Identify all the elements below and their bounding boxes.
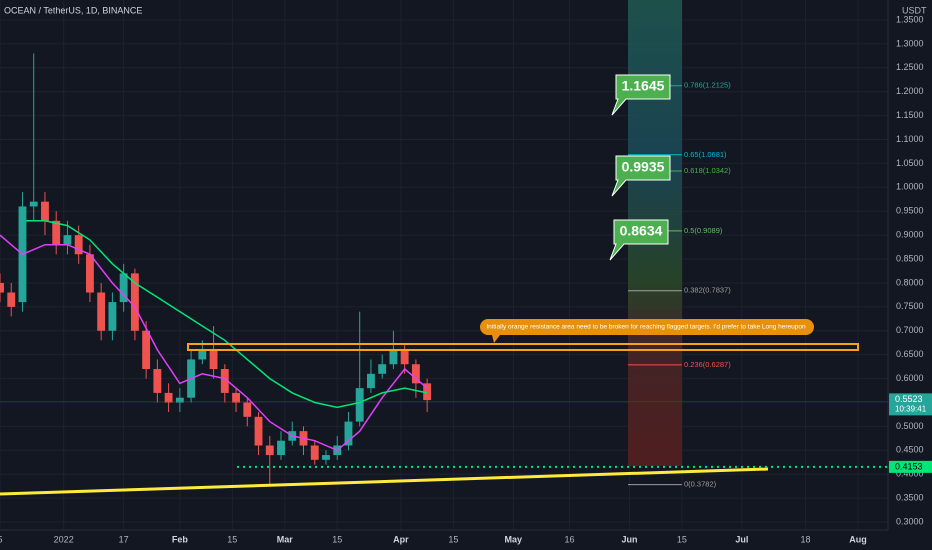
candle-body	[310, 445, 319, 460]
y-axis-label: USDT	[902, 5, 927, 15]
candle-body	[243, 402, 252, 417]
x-tick-label: 15	[227, 534, 237, 544]
x-tick-label: 5	[0, 534, 3, 544]
y-tick-label: 0.3000	[896, 516, 924, 526]
support-tag	[889, 460, 932, 473]
last-price-tag	[889, 393, 932, 416]
candle-body	[344, 421, 353, 446]
target-callout	[611, 74, 671, 116]
x-tick-label: Apr	[393, 534, 409, 544]
candle-body	[97, 292, 106, 331]
y-tick-label: 0.8000	[896, 277, 924, 287]
y-tick-label: 0.4000	[896, 469, 924, 479]
moving-average	[26, 220, 428, 409]
y-tick-label: 1.0000	[896, 182, 924, 192]
fib-label: 0(0.3782)	[684, 480, 717, 489]
y-tick-label: 1.1000	[896, 134, 924, 144]
fib-label: 0.5(0.9089)	[684, 226, 723, 235]
x-tick-label: 2022	[54, 534, 74, 544]
candle-body	[130, 273, 139, 331]
note-callout	[480, 319, 814, 343]
x-tick-label: 16	[565, 534, 575, 544]
x-tick-label: Feb	[172, 534, 189, 544]
y-tick-label: 1.3000	[896, 38, 924, 48]
x-tick-label: 17	[119, 534, 129, 544]
candle-body	[0, 282, 4, 293]
x-tick-label: 15	[677, 534, 687, 544]
target-callout	[611, 155, 671, 197]
target-label: 0.9935	[622, 159, 665, 175]
y-tick-label: 0.9500	[896, 206, 924, 216]
target-label: 1.1645	[622, 78, 665, 94]
candle-body	[164, 392, 173, 403]
candle-body	[108, 302, 117, 331]
y-tick-label: 0.7000	[896, 325, 924, 335]
y-tick-label: 1.2500	[896, 62, 924, 72]
plot	[0, 53, 888, 486]
fib-label: 0.786(1.2125)	[684, 81, 731, 90]
trend-line	[0, 467, 769, 496]
last-price-label: 0.5523	[895, 394, 923, 404]
y-tick-label: 0.3500	[896, 492, 924, 502]
candle-body	[85, 254, 94, 293]
candle-body	[175, 397, 184, 403]
x-tick-label: 15	[332, 534, 342, 544]
x-tick-label: Jul	[735, 534, 748, 544]
y-tick-label: 0.6000	[896, 373, 924, 383]
y-tick-label: 0.7500	[896, 301, 924, 311]
candle-body	[41, 201, 49, 221]
y-tick-label: 1.3500	[896, 14, 924, 24]
candle-body	[74, 235, 83, 255]
target-callout	[609, 219, 669, 261]
x-tick-label: May	[505, 534, 523, 544]
candle-body	[153, 369, 162, 393]
candle-body	[63, 235, 72, 245]
candle-body	[322, 455, 330, 460]
y-tick-label: 1.0500	[896, 158, 924, 168]
candle-body	[7, 292, 16, 307]
candle-body	[265, 445, 274, 456]
y-tick-label: 0.6500	[896, 349, 924, 359]
fib-label: 0.236(0.6287)	[684, 360, 731, 369]
fib-label: 0.618(1.0342)	[684, 166, 731, 175]
y-tick-label: 0.4500	[896, 445, 924, 455]
x-tick-label: 15	[448, 534, 458, 544]
candle-body	[378, 364, 387, 374]
target-label: 0.8634	[620, 223, 663, 239]
candle-body	[423, 383, 432, 401]
y-tick-label: 0.5000	[896, 421, 924, 431]
candle-body	[52, 220, 61, 245]
fib-label: 0.65(1.0681)	[684, 150, 727, 159]
candle-body	[142, 330, 151, 370]
note-text: Initially orange resistance area need to…	[486, 324, 806, 331]
candle-body	[209, 349, 218, 370]
candle-body	[389, 349, 398, 365]
candle-body	[220, 369, 229, 393]
x-tick-label: Aug	[849, 534, 867, 544]
y-tick-label: 0.8500	[896, 253, 924, 263]
x-tick-label: 18	[801, 534, 811, 544]
fib-label: 0.382(0.7837)	[684, 286, 731, 295]
candle-body	[232, 392, 240, 403]
moving-average	[0, 234, 428, 452]
candle-body	[367, 373, 375, 389]
countdown: 10:39:41	[895, 404, 927, 413]
resistance-box	[187, 343, 859, 351]
x-tick-label: Mar	[277, 534, 294, 544]
candle-body	[119, 273, 128, 303]
y-tick-label: 1.1500	[896, 110, 924, 120]
candle-body	[411, 364, 420, 384]
y-tick-label: 1.2000	[896, 86, 924, 96]
candle-body	[355, 388, 364, 422]
x-tick-label: Jun	[621, 534, 637, 544]
y-tick-label: 0.9000	[896, 230, 924, 240]
candle-body	[29, 201, 38, 207]
candle-body	[198, 349, 207, 360]
candle-body	[400, 349, 409, 365]
chart-title: OCEAN / TetherUS, 1D, BINANCE	[4, 5, 142, 15]
candle-body	[254, 416, 263, 446]
support-label: 0.4153	[895, 461, 923, 471]
candle-body	[277, 440, 285, 456]
